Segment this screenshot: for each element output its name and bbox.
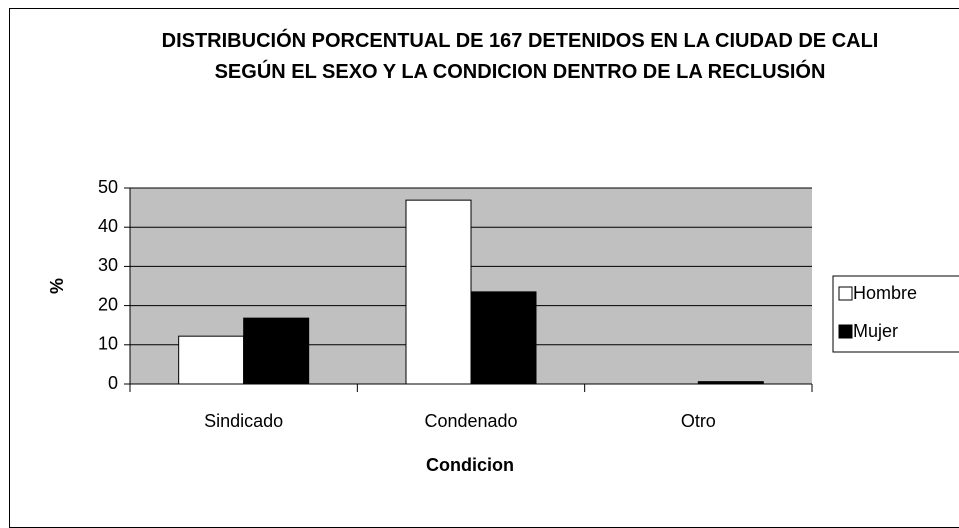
y-tick-label: 20 <box>98 294 118 314</box>
legend-label: Hombre <box>853 283 917 303</box>
y-axis-label: % <box>47 278 67 294</box>
y-tick-label: 10 <box>98 334 118 354</box>
legend-label: Mujer <box>853 321 898 341</box>
chart-title: DISTRIBUCIÓN PORCENTUAL DE 167 DETENIDOS… <box>161 30 879 83</box>
legend-swatch <box>838 324 853 339</box>
bar <box>470 291 537 385</box>
x-tick-label: Sindicado <box>204 411 283 431</box>
bar <box>178 335 245 385</box>
bar <box>405 199 472 385</box>
x-tick-label: Otro <box>681 411 716 431</box>
chart: % Condicion 0 10 20 30 40 50 Sindicado Condenad… <box>47 177 959 475</box>
y-tick-label: 0 <box>108 373 118 393</box>
x-tick-label: Condenado <box>424 411 517 431</box>
legend-swatch <box>838 286 853 301</box>
y-tick-label: 40 <box>98 216 118 236</box>
bar <box>243 317 310 385</box>
legend-box <box>832 275 959 353</box>
x-axis-label: Condicion <box>426 455 514 475</box>
page: DISTRIBUCIÓN PORCENTUAL DE 167 DETENIDOS… <box>9 8 959 528</box>
y-tick-label: 30 <box>98 255 118 275</box>
y-tick-label: 50 <box>98 177 118 197</box>
